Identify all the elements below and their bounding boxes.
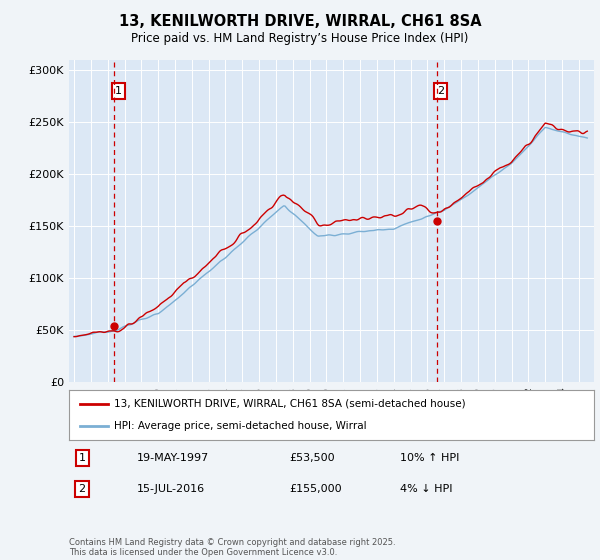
Text: Contains HM Land Registry data © Crown copyright and database right 2025.
This d: Contains HM Land Registry data © Crown c… [69, 538, 395, 557]
Text: £155,000: £155,000 [290, 484, 342, 494]
Text: 13, KENILWORTH DRIVE, WIRRAL, CH61 8SA: 13, KENILWORTH DRIVE, WIRRAL, CH61 8SA [119, 14, 481, 29]
Text: 10% ↑ HPI: 10% ↑ HPI [400, 453, 459, 463]
Text: 4% ↓ HPI: 4% ↓ HPI [400, 484, 452, 494]
Text: HPI: Average price, semi-detached house, Wirral: HPI: Average price, semi-detached house,… [113, 421, 366, 431]
Text: 2: 2 [437, 86, 444, 96]
Text: £53,500: £53,500 [290, 453, 335, 463]
Text: 1: 1 [79, 453, 86, 463]
Text: 13, KENILWORTH DRIVE, WIRRAL, CH61 8SA (semi-detached house): 13, KENILWORTH DRIVE, WIRRAL, CH61 8SA (… [113, 399, 465, 409]
Text: 15-JUL-2016: 15-JUL-2016 [137, 484, 205, 494]
Text: Price paid vs. HM Land Registry’s House Price Index (HPI): Price paid vs. HM Land Registry’s House … [131, 32, 469, 45]
Text: 2: 2 [79, 484, 86, 494]
Text: 19-MAY-1997: 19-MAY-1997 [137, 453, 209, 463]
Text: 1: 1 [115, 86, 122, 96]
